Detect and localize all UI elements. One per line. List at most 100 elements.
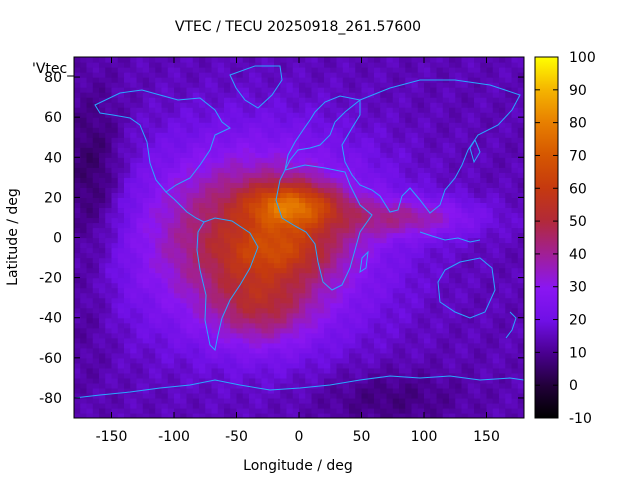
- heatmap-cell: [405, 277, 413, 284]
- heatmap-cell: [517, 377, 524, 384]
- heatmap-cell: [180, 177, 188, 183]
- heatmap-cell: [117, 137, 125, 143]
- heatmap-cell: [361, 182, 369, 188]
- heatmap-cell: [311, 407, 319, 414]
- heatmap-cell: [324, 177, 331, 183]
- heatmap-cell: [330, 387, 338, 394]
- heatmap-cell: [424, 302, 431, 309]
- heatmap-cell: [355, 362, 363, 369]
- heatmap-cell: [499, 217, 506, 224]
- heatmap-cell: [111, 297, 119, 304]
- heatmap-cell: [136, 372, 144, 379]
- heatmap-cell: [236, 122, 244, 128]
- heatmap-cell: [361, 372, 369, 379]
- heatmap-cell: [299, 232, 306, 239]
- heatmap-cell: [505, 282, 513, 289]
- heatmap-cell: [336, 402, 344, 409]
- heatmap-cell: [405, 237, 413, 244]
- heatmap-cell: [417, 252, 425, 259]
- heatmap-cell: [405, 402, 413, 409]
- heatmap-cell: [374, 302, 381, 309]
- heatmap-cell: [499, 127, 506, 133]
- heatmap-cell: [236, 167, 244, 173]
- heatmap-cell: [311, 337, 319, 344]
- heatmap-cell: [430, 387, 438, 394]
- heatmap-cell: [236, 332, 244, 339]
- heatmap-cell: [305, 227, 313, 234]
- heatmap-cell: [224, 257, 231, 264]
- heatmap-cell: [480, 147, 488, 153]
- heatmap-cell: [480, 157, 488, 163]
- heatmap-cell: [236, 187, 244, 193]
- heatmap-cell: [274, 392, 281, 399]
- heatmap-cell: [211, 187, 219, 193]
- heatmap-cell: [336, 227, 344, 234]
- heatmap-cell: [255, 112, 263, 118]
- heatmap-cell: [149, 212, 156, 219]
- heatmap-cell: [380, 197, 388, 203]
- heatmap-cell: [136, 247, 144, 254]
- heatmap-cell: [267, 97, 275, 103]
- heatmap-cell: [274, 302, 281, 309]
- heatmap-cell: [174, 82, 181, 88]
- heatmap-cell: [499, 97, 506, 103]
- heatmap-cell: [199, 217, 206, 224]
- heatmap-cell: [249, 192, 256, 198]
- heatmap-cell: [261, 202, 269, 209]
- heatmap-cell: [424, 237, 431, 244]
- heatmap-cell: [367, 152, 375, 158]
- heatmap-cell: [180, 142, 188, 148]
- heatmap-cell: [317, 277, 325, 284]
- heatmap-cell: [180, 197, 188, 203]
- heatmap-cell: [111, 387, 119, 394]
- heatmap-cell: [342, 227, 350, 234]
- heatmap-cell: [374, 142, 381, 148]
- heatmap-cell: [142, 342, 150, 349]
- heatmap-cell: [124, 352, 131, 359]
- heatmap-cell: [367, 182, 375, 188]
- heatmap-cell: [192, 172, 200, 178]
- heatmap-cell: [155, 137, 163, 143]
- heatmap-cell: [517, 217, 524, 224]
- heatmap-cell: [349, 402, 356, 409]
- heatmap-cell: [217, 77, 225, 83]
- heatmap-cell: [230, 217, 238, 224]
- heatmap-cell: [267, 177, 275, 183]
- heatmap-cell: [467, 187, 475, 193]
- heatmap-cell: [149, 77, 156, 83]
- heatmap-cell: [180, 212, 188, 219]
- heatmap-cell: [299, 282, 306, 289]
- heatmap-cell: [105, 297, 113, 304]
- heatmap-cell: [292, 172, 300, 178]
- heatmap-cell: [161, 72, 169, 78]
- heatmap-cell: [124, 207, 131, 214]
- heatmap-cell: [111, 292, 119, 299]
- heatmap-cell: [111, 392, 119, 399]
- heatmap-cell: [174, 377, 181, 384]
- heatmap-cell: [230, 157, 238, 163]
- heatmap-cell: [455, 362, 463, 369]
- heatmap-cell: [499, 297, 506, 304]
- heatmap-cell: [136, 152, 144, 158]
- heatmap-cell: [286, 172, 294, 178]
- heatmap-cell: [436, 207, 444, 214]
- heatmap-cell: [517, 272, 524, 279]
- heatmap-cell: [192, 247, 200, 254]
- heatmap-cell: [436, 192, 444, 198]
- heatmap-cell: [86, 307, 94, 314]
- heatmap-cell: [380, 267, 388, 274]
- heatmap-cell: [380, 82, 388, 88]
- heatmap-cell: [486, 402, 494, 409]
- heatmap-cell: [111, 402, 119, 409]
- heatmap-cell: [111, 262, 119, 269]
- heatmap-cell: [424, 222, 431, 229]
- heatmap-cell: [324, 352, 331, 359]
- heatmap-cell: [505, 372, 513, 379]
- heatmap-cell: [305, 122, 313, 128]
- heatmap-cell: [99, 222, 106, 229]
- heatmap-cell: [92, 252, 100, 259]
- heatmap-cell: [349, 192, 356, 198]
- heatmap-cell: [392, 322, 400, 329]
- heatmap-cell: [330, 197, 338, 203]
- heatmap-cell: [517, 192, 524, 198]
